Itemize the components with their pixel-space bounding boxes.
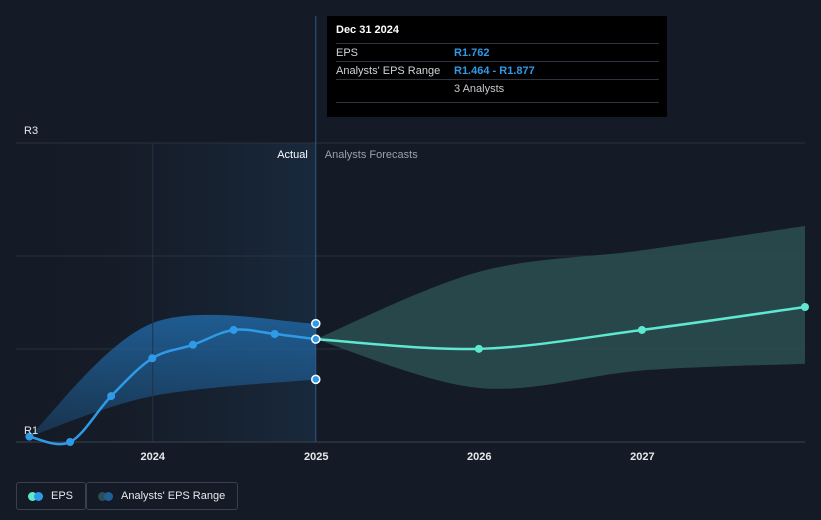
legend-range[interactable]: Analysts' EPS Range — [86, 482, 239, 510]
forecast-label: Analysts Forecasts — [325, 149, 418, 161]
actual-region-background — [16, 143, 316, 442]
range-legend-icon — [98, 491, 113, 501]
tooltip-date: Dec 31 2024 — [336, 24, 399, 36]
eps-point-actual-6 — [270, 330, 279, 338]
x-tick-label-2: 2026 — [467, 451, 491, 463]
actual-label: Actual — [277, 149, 308, 161]
y-tick-label-0: R3 — [24, 125, 38, 137]
tooltip-range-label: Analysts' EPS Range — [336, 64, 441, 77]
eps-point-actual-4 — [188, 340, 197, 349]
eps-point-actual-0 — [25, 432, 34, 441]
eps-line-forecast — [315, 305, 806, 351]
eps-point-actual-2 — [107, 392, 116, 401]
eps-point-actual-1 — [66, 438, 75, 446]
eps-point-forecast-1 — [474, 344, 483, 353]
range-low-marker — [311, 374, 321, 385]
range-high-marker — [311, 318, 321, 329]
tooltip-eps-label: EPS — [336, 46, 359, 59]
eps-point-forecast-3 — [801, 303, 809, 311]
tooltip: Dec 31 2024 EPS R1.762 Analysts' EPS Ran… — [327, 16, 667, 117]
eps-point-forecast-2 — [637, 325, 646, 334]
eps-point-actual-5 — [229, 325, 238, 334]
tooltip-eps-value: R1.762 — [454, 46, 490, 59]
legend-eps[interactable]: EPS — [16, 482, 87, 510]
tooltip-range-value: R1.464 - R1.877 — [454, 64, 535, 77]
legend-eps-label: EPS — [51, 490, 74, 502]
tooltip-range-row: Analysts' EPS Range R1.464 - R1.877 — [336, 61, 659, 79]
range-band-forecast — [315, 226, 805, 389]
tooltip-eps-row: EPS R1.762 — [336, 43, 659, 61]
x-tick-label-1: 2025 — [304, 451, 328, 463]
tooltip-analysts-count: 3 Analysts — [454, 83, 505, 95]
tooltip-analysts-row: 3 Analysts — [336, 79, 659, 103]
x-tick-label-0: 2024 — [140, 451, 165, 463]
x-tick-label-3: 2027 — [630, 451, 654, 463]
legend-range-label: Analysts' EPS Range — [121, 490, 226, 502]
y-tick-label-1: R1 — [24, 425, 38, 437]
eps-current-marker — [311, 334, 321, 344]
eps-legend-icon — [28, 491, 43, 501]
eps-point-actual-3 — [148, 354, 157, 363]
